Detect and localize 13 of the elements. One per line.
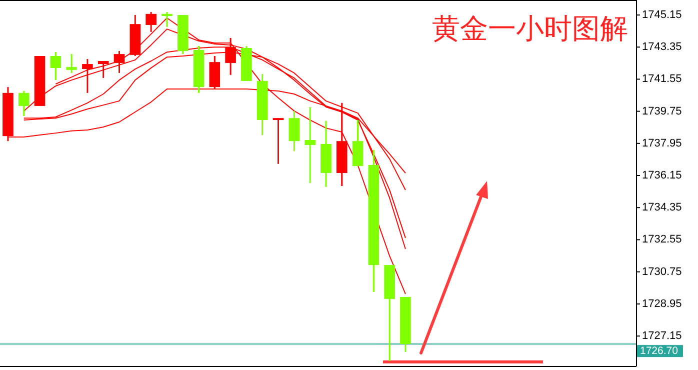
text: 黄金一小时图解	[432, 13, 628, 44]
y-tick-label: 1741.55	[642, 73, 682, 86]
y-tick-label: 1739.75	[642, 105, 682, 118]
y-tick-label: 1728.95	[642, 298, 682, 310]
y-tick-label: 1736.15	[642, 170, 682, 182]
y-tick-label: 1745.15	[642, 8, 682, 21]
ref-line-label: 1726.70	[640, 345, 678, 358]
y-tick-label: 1732.55	[642, 234, 682, 246]
y-tick-label: 1730.75	[642, 266, 682, 278]
y-tick-label: 1734.35	[642, 202, 682, 214]
y-tick-label: 1727.15	[642, 330, 682, 342]
y-tick-label: 1737.95	[642, 137, 682, 150]
y-tick-label: 1743.35	[642, 41, 682, 54]
